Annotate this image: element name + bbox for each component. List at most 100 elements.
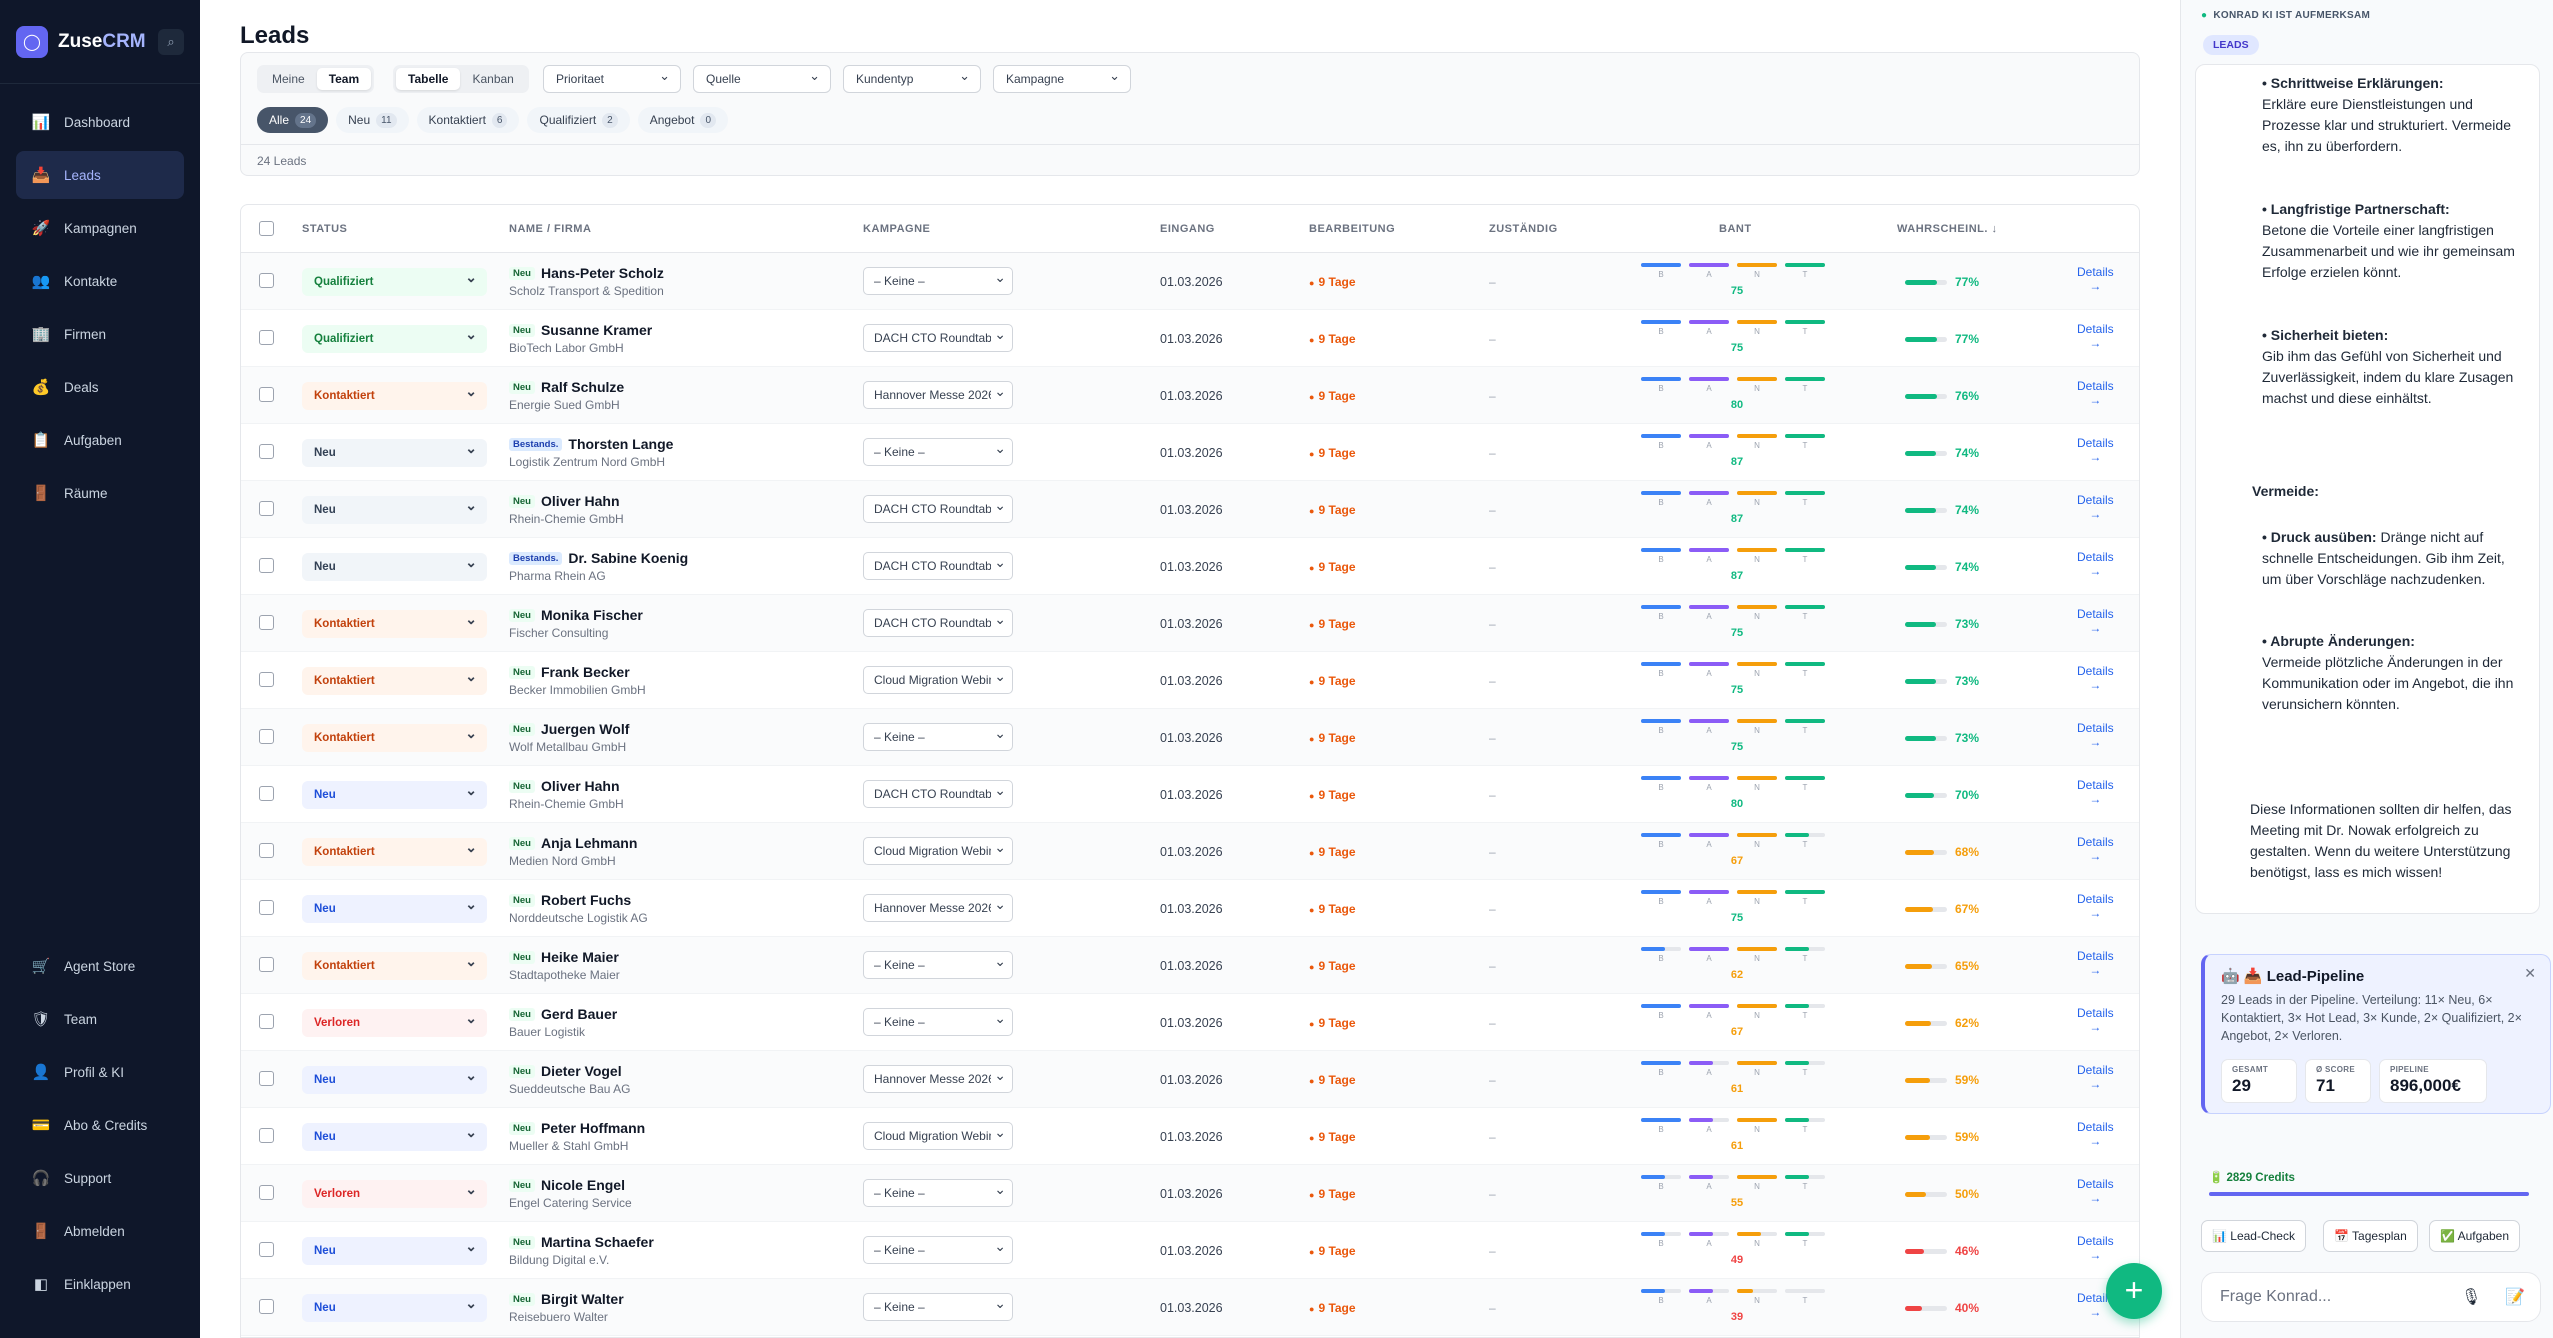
details-link[interactable]: Details → (2077, 1234, 2114, 1262)
sidebar-item-einklappen[interactable]: ◧ Einklappen (16, 1260, 184, 1308)
lead-name[interactable]: Robert Fuchs (540, 892, 632, 908)
name-cell[interactable]: Neu Anja Lehmann Medien Nord GmbH (509, 835, 637, 868)
sidebar-item-firmen[interactable]: 🏢 Firmen (16, 310, 184, 358)
table-row[interactable]: Neu Neu Birgit Walter Reisebuero Walter – Ke… (241, 1279, 2139, 1336)
filter-kampagne[interactable]: Kampagne (993, 63, 1131, 93)
status-select[interactable]: Qualifiziert (302, 263, 487, 296)
details-link[interactable]: Details → (2077, 664, 2114, 692)
add-lead-button[interactable]: + (2106, 1263, 2162, 1319)
lead-name[interactable]: Peter Hoffmann (540, 1120, 646, 1136)
app-name[interactable]: ZuseCRM (58, 30, 146, 52)
sidebar-item-agent-store[interactable]: 🛒 Agent Store (16, 942, 184, 990)
row-checkbox[interactable] (259, 444, 274, 459)
lead-name[interactable]: Oliver Hahn (540, 778, 620, 794)
status-select[interactable]: Qualifiziert (302, 320, 487, 353)
name-cell[interactable]: Neu Peter Hoffmann Mueller & Stahl GmbH (509, 1120, 645, 1153)
search-icon[interactable]: ⌕ (158, 28, 184, 55)
row-checkbox[interactable] (259, 786, 274, 801)
select-all-checkbox[interactable] (259, 221, 274, 236)
lead-name[interactable]: Birgit Walter (540, 1291, 624, 1307)
col-kampagne[interactable]: KAMPAGNE (863, 223, 931, 235)
sidebar-item-abo[interactable]: 💳 Abo & Credits (16, 1101, 184, 1149)
row-checkbox[interactable] (259, 1128, 274, 1143)
konrad-input[interactable]: Frage Konrad... (2201, 1272, 2541, 1322)
details-link[interactable]: Details → (2077, 379, 2114, 407)
lead-name[interactable]: Thorsten Lange (568, 436, 674, 452)
table-row[interactable]: Kontaktiert Neu Monika Fischer Fischer Cons… (241, 595, 2139, 652)
name-cell[interactable]: Neu Susanne Kramer BioTech Labor GmbH (509, 322, 652, 355)
campaign-select[interactable]: DACH CTO Roundtable (863, 609, 1013, 637)
lead-name[interactable]: Frank Becker (540, 664, 630, 680)
table-row[interactable]: Verloren Neu Gerd Bauer Bauer Logistik – Kei… (241, 994, 2139, 1051)
sidebar-item-aufgaben[interactable]: 📋 Aufgaben (16, 416, 184, 464)
row-checkbox[interactable] (259, 1014, 274, 1029)
campaign-select[interactable]: – Keine – (863, 1293, 1013, 1321)
details-link[interactable]: Details → (2077, 949, 2114, 977)
sidebar-item-profil[interactable]: 👤 Profil & KI (16, 1048, 184, 1096)
view-kanban[interactable]: Kanban (472, 72, 514, 86)
sidebar-item-leads[interactable]: 📥 Leads (16, 151, 184, 199)
campaign-select[interactable]: DACH CTO Roundtable (863, 780, 1013, 808)
status-select[interactable]: Kontaktiert (302, 605, 487, 638)
row-checkbox[interactable] (259, 558, 274, 573)
name-cell[interactable]: Neu Robert Fuchs Norddeutsche Logistik AG (509, 892, 648, 925)
details-link[interactable]: Details → (2077, 721, 2114, 749)
details-link[interactable]: Details → (2077, 493, 2114, 521)
campaign-select[interactable]: DACH CTO Roundtable (863, 495, 1013, 523)
table-row[interactable]: Verloren Neu Nicole Engel Engel Catering Se… (241, 1165, 2139, 1222)
campaign-select[interactable]: Hannover Messe 2026 (863, 1065, 1013, 1093)
lead-name[interactable]: Anja Lehmann (540, 835, 638, 851)
campaign-select[interactable]: – Keine – (863, 1236, 1013, 1264)
name-cell[interactable]: Neu Juergen Wolf Wolf Metallbau GmbH (509, 721, 629, 754)
sidebar-item-kontakte[interactable]: 👥 Kontakte (16, 257, 184, 305)
close-icon[interactable]: ✕ (2524, 965, 2536, 981)
col-name[interactable]: NAME / FIRMA (509, 223, 592, 235)
name-cell[interactable]: Neu Frank Becker Becker Immobilien GmbH (509, 664, 646, 697)
table-row[interactable]: Kontaktiert Neu Anja Lehmann Medien Nord Gm… (241, 823, 2139, 880)
chip-angebot[interactable]: Angebot 0 (637, 107, 729, 133)
lead-name[interactable]: Hans-Peter Scholz (540, 265, 664, 281)
name-cell[interactable]: Neu Monika Fischer Fischer Consulting (509, 607, 643, 640)
details-link[interactable]: Details → (2077, 835, 2114, 863)
col-status[interactable]: STATUS (302, 223, 348, 235)
filter-quelle[interactable]: Quelle (693, 63, 831, 93)
scope-meine[interactable]: Meine (272, 72, 305, 86)
status-select[interactable]: Neu (302, 491, 487, 524)
details-link[interactable]: Details → (2077, 778, 2114, 806)
name-cell[interactable]: Neu Birgit Walter Reisebuero Walter (509, 1291, 624, 1324)
status-select[interactable]: Verloren (302, 1175, 487, 1208)
status-select[interactable]: Kontaktiert (302, 719, 487, 752)
row-checkbox[interactable] (259, 273, 274, 288)
table-row[interactable]: Neu Neu Oliver Hahn Rhein-Chemie GmbH DACH C… (241, 766, 2139, 823)
lead-name[interactable]: Gerd Bauer (540, 1006, 618, 1022)
col-bearbeitung[interactable]: BEARBEITUNG (1309, 223, 1396, 235)
row-checkbox[interactable] (259, 843, 274, 858)
name-cell[interactable]: Neu Nicole Engel Engel Catering Service (509, 1177, 632, 1210)
quick-tagesplan[interactable]: 📅 Tagesplan (2323, 1220, 2418, 1252)
details-link[interactable]: Details → (2077, 550, 2114, 578)
campaign-select[interactable]: – Keine – (863, 438, 1013, 466)
table-row[interactable]: Neu Neu Oliver Hahn Rhein-Chemie GmbH DACH C… (241, 481, 2139, 538)
chip-kontaktiert[interactable]: Kontaktiert 6 (416, 107, 520, 133)
col-eingang[interactable]: EINGANG (1160, 223, 1215, 235)
sidebar-item-deals[interactable]: 💰 Deals (16, 363, 184, 411)
filter-kundentyp[interactable]: Kundentyp (843, 63, 981, 93)
name-cell[interactable]: Neu Oliver Hahn Rhein-Chemie GmbH (509, 493, 624, 526)
lead-name[interactable]: Dr. Sabine Koenig (568, 550, 689, 566)
table-row[interactable]: Kontaktiert Neu Frank Becker Becker Immobil… (241, 652, 2139, 709)
col-zustaendig[interactable]: ZUSTÄNDIG (1489, 223, 1558, 235)
status-select[interactable]: Kontaktiert (302, 947, 487, 980)
campaign-select[interactable]: DACH CTO Roundtable (863, 552, 1013, 580)
lead-name[interactable]: Martina Schaefer (540, 1234, 654, 1250)
row-checkbox[interactable] (259, 615, 274, 630)
table-row[interactable]: Neu Bestands. Thorsten Lange Logistik Zentr… (241, 424, 2139, 481)
status-select[interactable]: Neu (302, 1118, 487, 1151)
attach-icon[interactable]: 📝 (2505, 1289, 2525, 1306)
table-row[interactable]: Qualifiziert Neu Susanne Kramer BioTech Lab… (241, 310, 2139, 367)
name-cell[interactable]: Neu Martina Schaefer Bildung Digital e.V. (509, 1234, 654, 1267)
row-checkbox[interactable] (259, 672, 274, 687)
status-select[interactable]: Neu (302, 1232, 487, 1265)
sidebar-item-kampagnen[interactable]: 🚀 Kampagnen (16, 204, 184, 252)
status-select[interactable]: Neu (302, 890, 487, 923)
row-checkbox[interactable] (259, 330, 274, 345)
